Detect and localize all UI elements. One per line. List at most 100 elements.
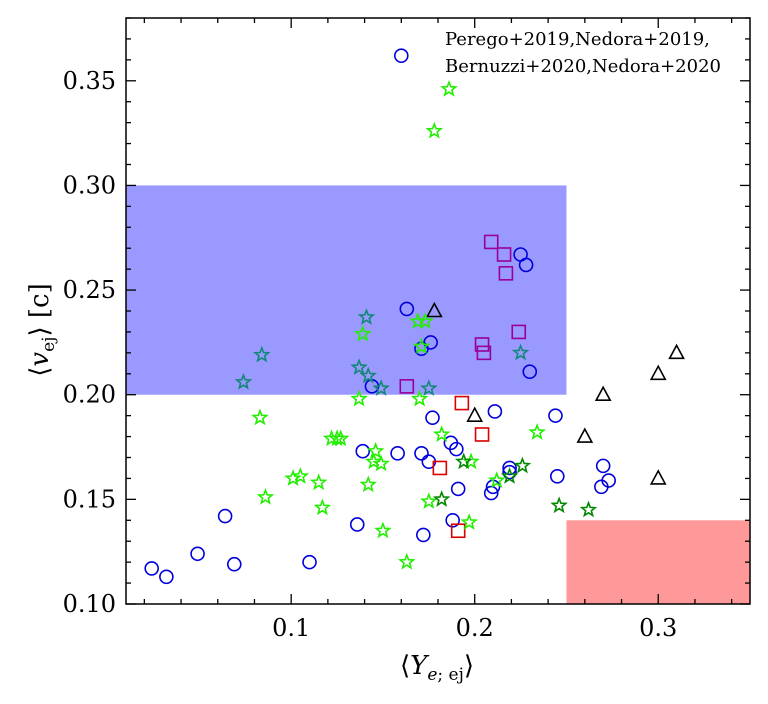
circle-marker [445,512,460,528]
circle-marker [502,460,517,476]
star-marker [420,492,438,509]
triangle-marker [649,469,667,485]
circle-marker [548,408,563,423]
star-marker [398,552,416,570]
x-tick-label: 0.3 [639,614,677,642]
shaded-region [126,185,567,395]
annotation: Perego+2019,Nedora+2019, Bernuzzi+2020,N… [445,29,721,77]
square-marker [432,460,448,476]
star-marker [425,121,444,139]
square-marker [476,345,492,361]
square-marker [511,324,527,340]
annotation-line-2: Bernuzzi+2020,Nedora+2020 [445,56,721,77]
square-marker [474,337,490,352]
star-marker [353,324,372,342]
shaded-regions [126,185,750,604]
data-points [144,48,685,585]
star-marker [420,379,438,396]
x-tick-label: 0.1 [272,614,310,642]
y-tick-label: 0.20 [63,381,116,409]
circle-marker [595,458,611,474]
x-axis-label: ⟨Ye; ej⟩ [400,651,474,685]
star-marker [366,441,385,459]
circle-marker [144,561,159,576]
star-marker [357,308,376,325]
triangle-marker [425,301,443,318]
y-tick-label: 0.25 [63,276,116,304]
circle-marker [349,517,365,532]
circle-marker [416,527,431,543]
star-marker [410,389,429,407]
star-marker [256,488,275,505]
star-marker [251,408,269,426]
triangle-marker [576,427,594,443]
circle-marker [217,508,233,524]
shaded-region [566,520,750,604]
star-marker [432,490,451,507]
y-tick-label: 0.10 [63,590,116,618]
circle-marker [450,481,466,497]
y-tick-label: 0.15 [63,485,116,513]
axis-ticks [126,17,750,605]
triangle-marker [466,406,484,422]
circle-marker [518,257,534,273]
triangle-marker [594,385,612,402]
circle-marker [423,335,438,350]
star-marker [359,475,378,493]
star-marker [432,425,451,442]
square-marker [450,523,466,539]
square-marker [496,247,512,262]
star-marker [309,473,328,491]
triangle-marker [668,343,685,360]
star-marker [291,467,310,484]
square-marker [474,427,490,442]
circle-marker [302,554,317,570]
star-marker [513,456,532,474]
star-marker [416,312,434,329]
circle-marker [449,441,464,457]
star-marker [350,358,368,375]
square-marker [483,234,499,250]
star-marker [372,454,390,472]
star-marker [372,379,390,396]
circle-marker [390,446,405,461]
star-marker [528,423,546,440]
square-marker [399,379,415,394]
star-marker [374,521,392,539]
circle-marker [522,364,538,379]
star-marker [234,372,253,390]
star-marker [579,500,598,518]
circle-marker [399,301,415,317]
circle-marker [190,546,205,562]
star-marker [454,452,473,470]
star-marker [359,366,378,384]
star-marker [550,496,568,514]
circle-marker [393,48,409,63]
star-marker [460,513,478,530]
circle-marker [594,479,609,495]
circle-marker [414,446,429,461]
circle-marker [226,556,242,572]
square-marker [498,266,514,281]
star-marker [412,337,431,355]
annotation-line-1: Perego+2019,Nedora+2019, [445,29,710,50]
star-marker [440,79,458,97]
star-marker [511,343,530,361]
star-marker [350,389,368,407]
tick-labels: 0.1 0.2 0.3 0.10 0.15 0.20 0.25 0.30 0.35 [63,67,678,642]
star-marker [364,452,383,470]
star-marker [462,452,480,470]
star-marker [331,429,350,447]
y-axis-label: ⟨vej⟩ [c] [25,283,59,376]
x-tick-label: 0.2 [456,614,494,642]
star-marker [500,467,519,484]
circle-marker [549,469,565,484]
circle-marker [355,443,371,459]
circle-marker [159,569,174,585]
square-marker [454,395,470,411]
star-marker [487,471,506,488]
star-marker [313,498,332,516]
circle-marker [425,410,440,426]
circle-marker [487,404,503,419]
star-marker [253,345,271,363]
